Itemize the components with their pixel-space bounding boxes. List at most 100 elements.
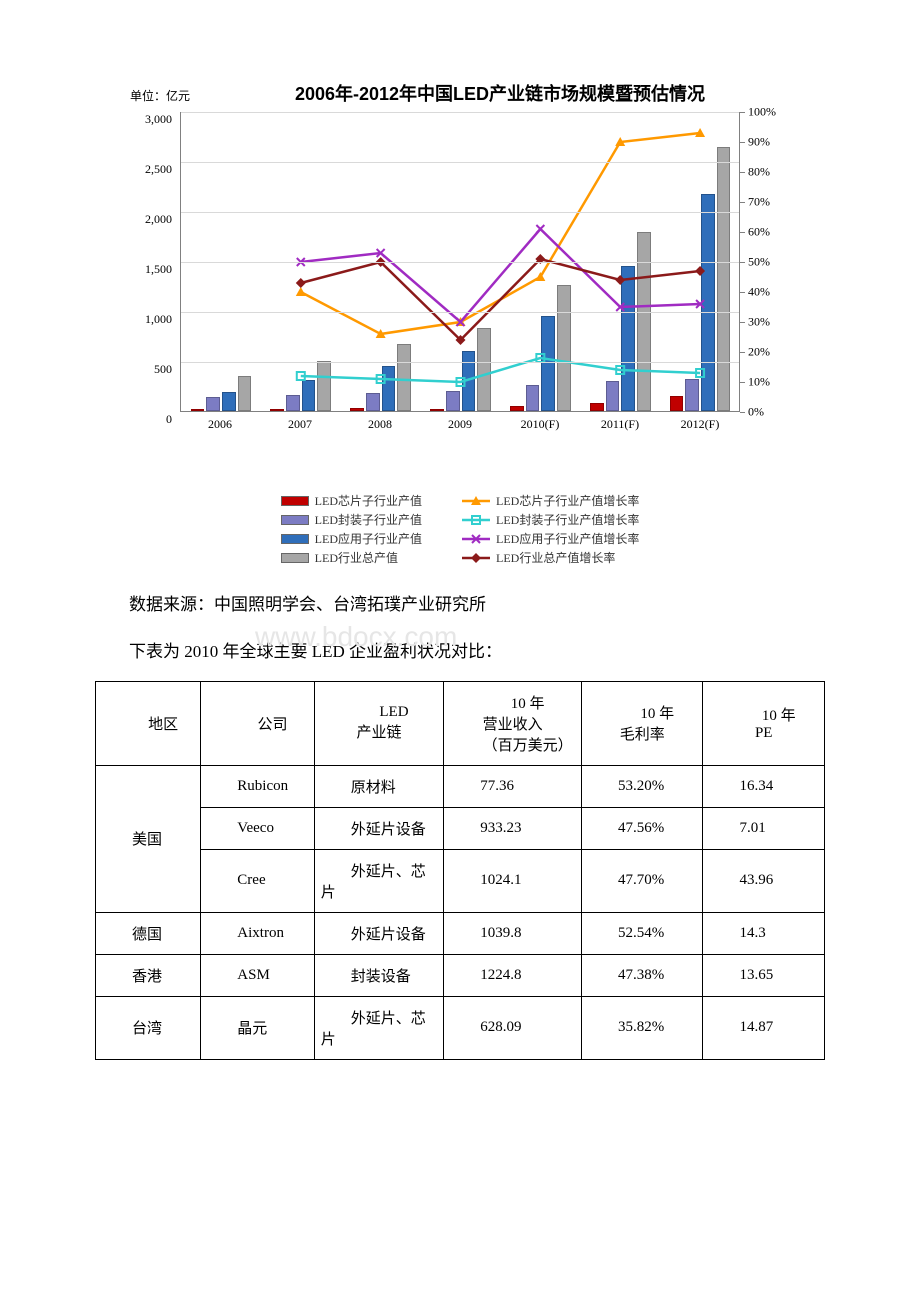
cell-region: 香港 [96,954,201,996]
cell-chain: 外延片、芯片 [314,849,444,912]
data-source-text: 数据来源：中国照明学会、台湾拓璞产业研究所 [95,586,825,623]
col-margin-l1: 10 年 [588,702,697,723]
cell-pe: 13.65 [703,954,825,996]
cell-revenue: 1039.8 [444,912,582,954]
legend-line-icon [462,533,490,545]
legend-item: LED芯片子行业产值增长率 [462,492,639,509]
cell-company: Veeco [201,807,314,849]
col-company: 公司 [207,713,307,734]
line-series [301,229,700,322]
legend-label: LED封装子行业产值 [315,511,422,528]
x-label: 2006 [180,417,260,432]
y2-tick: 30% [748,315,790,330]
x-label: 2007 [260,417,340,432]
legend-label: LED应用子行业产值增长率 [496,530,639,547]
table-row: 美国Rubicon原材料77.3653.20%16.34 [96,765,825,807]
led-chart: 单位：亿元 2006年-2012年中国LED产业链市场规模暨预估情况 05001… [130,80,790,566]
legend-item: LED应用子行业产值 [281,530,422,547]
cell-pe: 7.01 [703,807,825,849]
y2-tick: 60% [748,225,790,240]
legend-item: LED应用子行业产值增长率 [462,530,639,547]
line-marker [615,275,625,285]
cell-margin: 35.82% [581,996,703,1059]
legend-swatch [281,534,309,544]
x-label: 2010(F) [500,417,580,432]
table-header-row: 地区 公司 LED 产业链 10 年 营业收入 （百万美元） 10 年 毛利率 [96,681,825,765]
cell-margin: 53.20% [581,765,703,807]
cell-chain: 外延片设备 [314,807,444,849]
x-label: 2012(F) [660,417,740,432]
cell-chain: 外延片、芯片 [314,996,444,1059]
legend-item: LED芯片子行业产值 [281,492,422,509]
cell-company: 晶元 [201,996,314,1059]
legend-line-icon [462,552,490,564]
cell-pe: 14.87 [703,996,825,1059]
col-margin-l2: 毛利率 [620,727,665,743]
table-row: 德国Aixtron外延片设备1039.852.54%14.3 [96,912,825,954]
led-company-table: 地区 公司 LED 产业链 10 年 营业收入 （百万美元） 10 年 毛利率 [95,681,825,1060]
legend-label: LED行业总产值增长率 [496,549,615,566]
cell-pe: 43.96 [703,849,825,912]
cell-margin: 47.56% [581,807,703,849]
chart-body: 05001,0001,5002,0002,5003,000 0%10%20%30… [130,112,790,452]
col-chain-l1: LED [321,704,438,721]
chart-legend: LED芯片子行业产值LED封装子行业产值LED应用子行业产值LED行业总产值 L… [130,492,790,566]
col-pe-l1: 10 年 [709,704,818,725]
legend-item: LED封装子行业产值 [281,511,422,528]
table-intro-text: 下表为 2010 年全球主要 LED 企业盈利状况对比： [95,633,825,670]
line-marker [296,278,306,288]
line-marker [695,266,705,276]
y2-tick: 20% [748,345,790,360]
y2-tick: 50% [748,255,790,270]
cell-revenue: 77.36 [444,765,582,807]
line-marker [536,225,544,233]
legend-label: LED应用子行业产值 [315,530,422,547]
table-row: Veeco外延片设备933.2347.56%7.01 [96,807,825,849]
legend-line-icon [462,495,490,507]
col-rev-l1: 10 年 [450,692,575,713]
cell-chain: 封装设备 [314,954,444,996]
cell-chain: 外延片设备 [314,912,444,954]
cell-revenue: 1024.1 [444,849,582,912]
cell-margin: 47.70% [581,849,703,912]
line-series [301,133,700,334]
line-marker [296,287,306,296]
cell-company: Rubicon [201,765,314,807]
cell-revenue: 1224.8 [444,954,582,996]
col-region: 地区 [102,713,194,734]
legend-swatch [281,496,309,506]
cell-margin: 47.38% [581,954,703,996]
col-rev-l2: 营业收入 [483,717,543,733]
cell-region: 台湾 [96,996,201,1059]
x-label: 2009 [420,417,500,432]
y2-tick: 0% [748,405,790,420]
cell-company: Aixtron [201,912,314,954]
col-pe-l2: PE [755,725,773,741]
y2-tick: 70% [748,195,790,210]
cell-revenue: 933.23 [444,807,582,849]
cell-margin: 52.54% [581,912,703,954]
y2-tick: 40% [748,285,790,300]
table-row: Cree外延片、芯片1024.147.70%43.96 [96,849,825,912]
y2-tick: 100% [748,105,790,120]
y2-tick: 80% [748,165,790,180]
legend-swatch [281,515,309,525]
legend-item: LED行业总产值增长率 [462,549,639,566]
cell-region: 美国 [96,765,201,912]
col-chain-l2: 产业链 [356,725,401,741]
y2-tick: 90% [748,135,790,150]
legend-label: LED封装子行业产值增长率 [496,511,639,528]
cell-region: 德国 [96,912,201,954]
cell-pe: 14.3 [703,912,825,954]
chart-unit-label: 单位：亿元 [130,87,190,104]
y2-tick: 10% [748,375,790,390]
line-series [301,259,700,340]
legend-line-icon [462,514,490,526]
chart-title: 2006年-2012年中国LED产业链市场规模暨预估情况 [210,80,790,106]
table-row: 台湾晶元外延片、芯片628.0935.82%14.87 [96,996,825,1059]
table-row: 香港ASM封装设备1224.847.38%13.65 [96,954,825,996]
cell-chain: 原材料 [314,765,444,807]
cell-company: ASM [201,954,314,996]
legend-label: LED芯片子行业产值 [315,492,422,509]
cell-pe: 16.34 [703,765,825,807]
